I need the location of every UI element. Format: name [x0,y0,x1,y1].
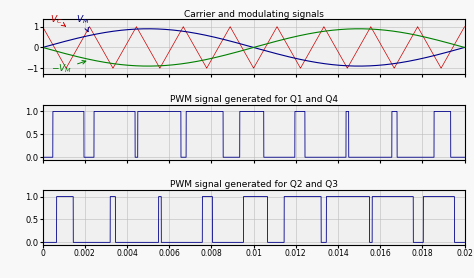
Text: $V_C$: $V_C$ [50,13,65,26]
Title: PWM signal generated for Q1 and Q4: PWM signal generated for Q1 and Q4 [170,95,337,104]
Title: PWM signal generated for Q2 and Q3: PWM signal generated for Q2 and Q3 [170,180,337,189]
Text: $-V_M$: $-V_M$ [51,61,86,75]
Text: $V_M$: $V_M$ [76,13,90,31]
Title: Carrier and modulating signals: Carrier and modulating signals [183,10,324,19]
